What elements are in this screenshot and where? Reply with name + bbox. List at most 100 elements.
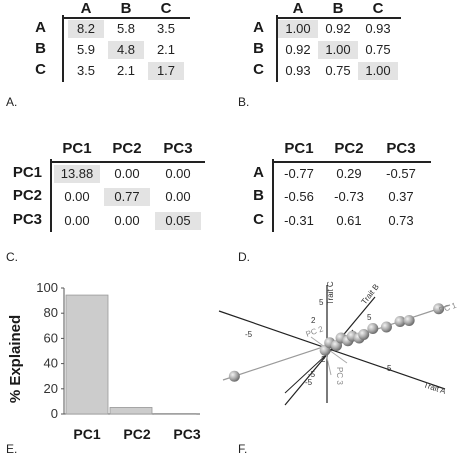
matrix-cell: 4.8	[108, 41, 144, 59]
data-point-sphere	[380, 321, 392, 333]
data-point-sphere	[433, 303, 445, 315]
x-tick-label: PC1	[73, 426, 100, 442]
data-point-sphere	[403, 315, 415, 326]
panel-a: A B C A 8.2 5.8 3.5 B 5.9 4.8 2.1 C 3.5 2.1 1.7	[0, 0, 220, 110]
matrix-cell: 0.93	[285, 63, 311, 78]
matrix-cell: 8.2	[68, 20, 104, 38]
matrix-row-header: C	[253, 61, 264, 78]
explained-variance-bar-chart: 0 20 40 60 80 100 PC1 PC2 PC3 % Explained	[7, 280, 201, 442]
axis-tick-label: 2	[321, 355, 326, 364]
matrix-col-header: C	[372, 0, 384, 17]
panel-c: PC1 PC2 PC3 PC1 13.88 0.00 0.00 PC2 0.00 0.77 0.00…	[0, 140, 236, 265]
axis-tick-label: 5	[367, 313, 372, 322]
matrix-cell: 0.05	[155, 212, 201, 230]
matrix-cell: 3.5	[156, 21, 176, 36]
axis-tick-label: -5	[308, 370, 316, 379]
matrix-cell: 0.00	[64, 213, 90, 228]
y-tick-label: 80	[44, 305, 58, 320]
bar	[153, 413, 197, 415]
axis-tick-label: 2	[311, 316, 316, 325]
matrix-cell: 1.7	[148, 62, 184, 80]
matrix-cell: 0.92	[285, 42, 311, 57]
x-tick-label: PC3	[173, 426, 200, 442]
panel-b: A B C A 1.00 0.92 0.93 B 0.92 1.00 0.75 C 0.93 0.75 1.…	[236, 0, 466, 110]
y-tick-label: 100	[36, 280, 58, 295]
pc2-label: PC 2	[305, 324, 325, 339]
matrix-col-header: PC2	[334, 140, 364, 157]
data-point-sphere	[367, 323, 379, 334]
bar	[109, 407, 153, 415]
matrix-cell: 0.29	[336, 166, 362, 181]
matrix-cell: 0.61	[336, 213, 362, 228]
axis-tick-label: 5	[387, 364, 392, 373]
matrix-cell: 0.00	[64, 189, 90, 204]
matrix-col-header: C	[160, 0, 172, 17]
matrix-cell: 0.77	[104, 188, 150, 206]
matrix-row-header: A	[35, 19, 46, 36]
matrix-divider-vertical	[276, 15, 278, 82]
axis-tick-label: 5	[319, 298, 324, 307]
matrix-col-header: PC3	[163, 140, 193, 157]
matrix-row-header: B	[253, 40, 264, 57]
data-point-sphere	[394, 316, 406, 327]
pc1-label: PC 1	[438, 301, 458, 315]
matrix-row-header: A	[253, 19, 264, 36]
matrix-col-header: PC3	[386, 140, 416, 157]
data-point-sphere	[228, 370, 240, 382]
matrix-row-header: PC3	[12, 211, 42, 228]
axis-tick-label: -5	[305, 378, 313, 387]
matrix-cell: 0.00	[165, 189, 191, 204]
matrix-divider-horizontal	[272, 161, 431, 163]
matrix-divider-horizontal	[62, 17, 190, 19]
panel-d: PC1 PC2 PC3 A -0.77 0.29 -0.57 B -0.56 -0.73 0.37 C…	[236, 140, 472, 265]
matrix-row-header: C	[253, 211, 264, 228]
matrix-divider-vertical	[272, 159, 274, 232]
matrix-divider-vertical	[62, 15, 64, 82]
matrix-cell: -0.31	[284, 213, 314, 228]
matrix-row-header: C	[35, 61, 46, 78]
panel-c-label: C.	[6, 250, 18, 264]
panel-b-label: B.	[238, 95, 250, 109]
x-tick-label: PC2	[123, 426, 150, 442]
matrix-cell: 0.73	[388, 213, 414, 228]
y-axis-label: % Explained	[7, 315, 24, 403]
matrix-cell: 0.00	[114, 213, 140, 228]
matrix-cell: 0.92	[325, 21, 351, 36]
data-point-sphere	[358, 329, 370, 340]
matrix-cell: -0.73	[334, 189, 364, 204]
matrix-cell: -0.56	[284, 189, 314, 204]
matrix-col-header: PC2	[112, 140, 142, 157]
matrix-cell: 2.1	[156, 42, 176, 57]
matrix-cell: 0.75	[365, 42, 391, 57]
matrix-divider-horizontal	[276, 17, 401, 19]
matrix-row-header: PC2	[12, 187, 42, 204]
matrix-cell: 1.00	[278, 20, 318, 38]
matrix-cell: 0.00	[114, 166, 140, 181]
matrix-row-header: PC1	[12, 164, 42, 181]
panel-e-label: E.	[6, 442, 18, 456]
matrix-cell: 2.1	[116, 63, 136, 78]
axis-tick-label: -5	[245, 330, 253, 339]
trait-c-label: Trait C	[326, 281, 335, 305]
y-tick-label: 40	[44, 356, 58, 371]
matrix-divider-horizontal	[50, 161, 205, 163]
panel-f-label: F.	[238, 442, 248, 456]
matrix-cell: -0.77	[284, 166, 314, 181]
y-tick-label: 60	[44, 330, 58, 345]
matrix-cell: 0.00	[165, 166, 191, 181]
matrix-cell: 1.00	[318, 41, 358, 59]
y-tick-label: 0	[51, 406, 58, 421]
matrix-row-header: B	[253, 187, 264, 204]
matrix-col-header: B	[332, 0, 344, 17]
y-tick-label: 20	[44, 381, 58, 396]
matrix-row-header: B	[35, 40, 46, 57]
matrix-cell: 0.93	[365, 21, 391, 36]
matrix-cell: 0.37	[388, 189, 414, 204]
matrix-cell: 5.9	[76, 42, 96, 57]
matrix-cell: 5.8	[116, 21, 136, 36]
trait-a-label: Trait A	[422, 380, 447, 396]
matrix-col-header: A	[292, 0, 304, 17]
matrix-cell: 1.00	[358, 62, 398, 80]
matrix-col-header: B	[120, 0, 132, 17]
matrix-col-header: PC1	[284, 140, 314, 157]
